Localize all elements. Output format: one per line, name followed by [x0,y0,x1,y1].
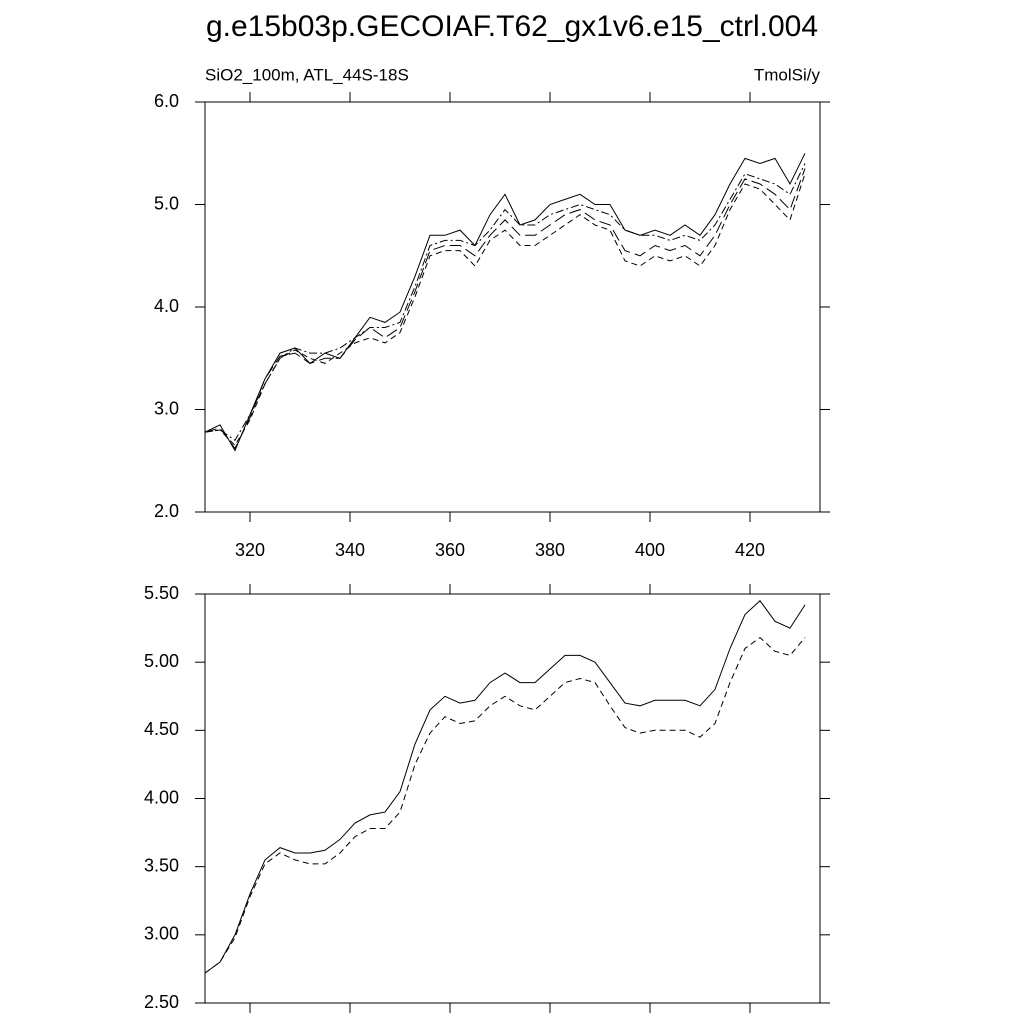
y-tick-label: 6.0 [154,91,179,111]
plot-frame [204,101,821,513]
x-tick-label: 420 [735,540,765,560]
subtitle-left: SiO2_100m, ATL_44S-18S [205,65,409,84]
x-tick-label: 380 [535,540,565,560]
x-tick-label: 360 [435,540,465,560]
chart-title: g.e15b03p.GECOIAF.T62_gx1v6.e15_ctrl.004 [206,10,818,43]
y-tick-label: 5.50 [144,583,179,603]
y-tick-label: 4.00 [144,787,179,807]
series-line [204,600,806,974]
y-tick-label: 2.50 [144,992,179,1012]
x-tick-label: 340 [335,540,365,560]
y-tick-label: 5.00 [144,651,179,671]
series-line [204,636,806,974]
series-line [204,153,806,452]
series-line [204,168,806,450]
subtitle-right: TmolSi/y [754,65,821,84]
x-tick-label: 400 [635,540,665,560]
series-line [204,163,806,442]
x-tick-label: 320 [235,540,265,560]
y-tick-label: 3.00 [144,924,179,944]
y-tick-label: 3.0 [154,398,179,418]
y-tick-label: 3.50 [144,855,179,875]
series-line [204,173,806,447]
y-tick-label: 4.0 [154,296,179,316]
y-tick-label: 4.50 [144,719,179,739]
y-tick-label: 5.0 [154,193,179,213]
y-tick-label: 2.0 [154,501,179,521]
